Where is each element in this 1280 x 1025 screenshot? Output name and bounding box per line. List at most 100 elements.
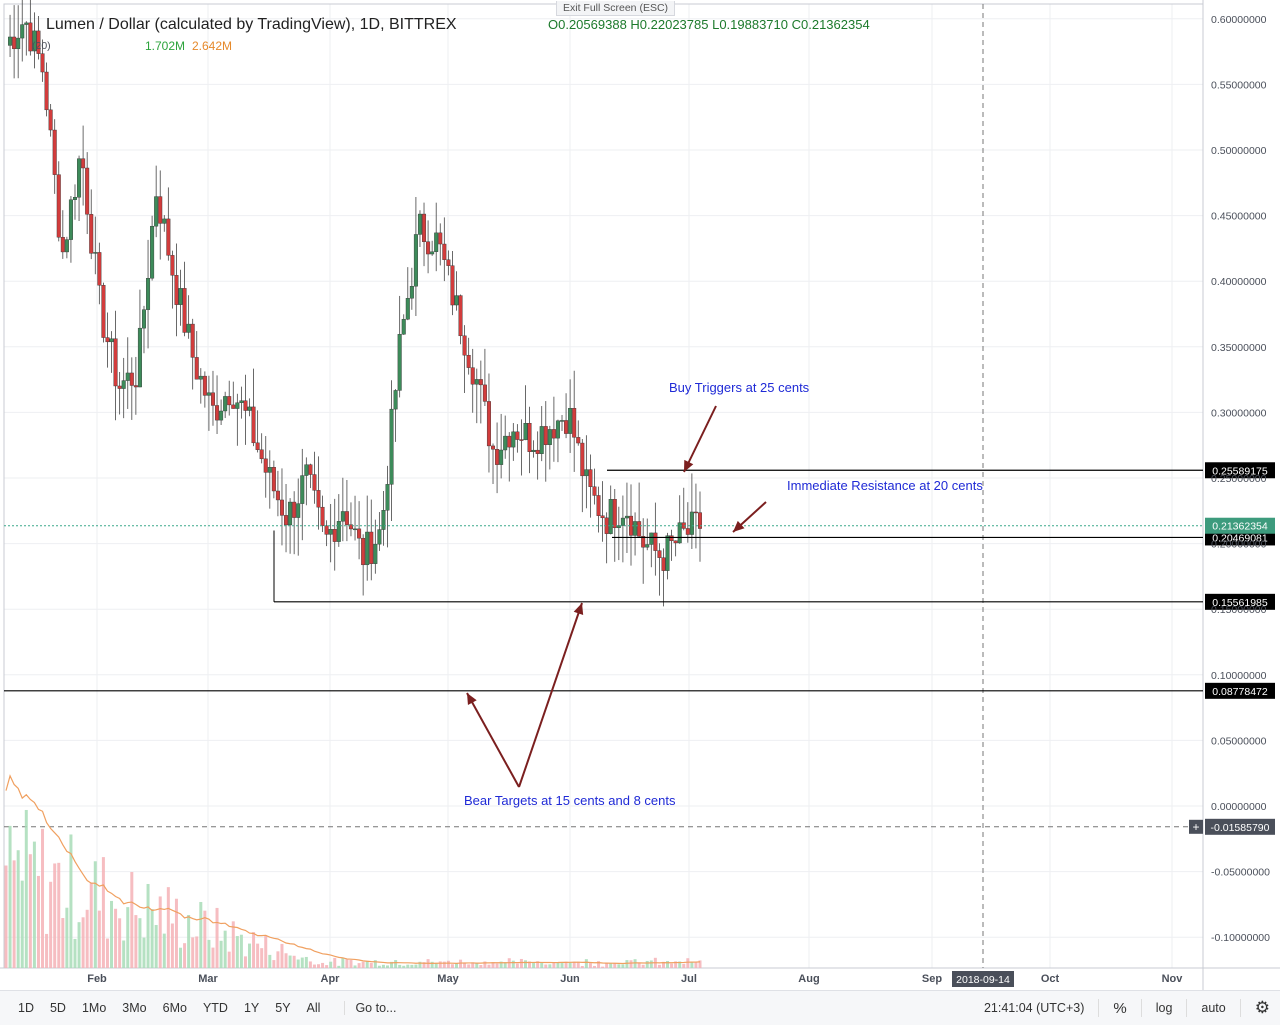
volume-bar <box>28 854 32 968</box>
volume-bar <box>633 959 637 968</box>
timeframe-3mo[interactable]: 3Mo <box>122 1001 147 1015</box>
y-tick-label: 0.25000000 <box>1211 473 1267 485</box>
candle-up <box>434 232 439 252</box>
candle-down <box>324 525 329 535</box>
x-tick-label: Apr <box>321 973 341 985</box>
volume-bar <box>430 961 434 968</box>
goto-button[interactable]: Go to... <box>344 1001 406 1015</box>
volume-bar <box>146 883 150 968</box>
timeframe-5y[interactable]: 5Y <box>275 1001 291 1015</box>
volume-bar <box>317 964 321 968</box>
volume-bar <box>601 966 605 968</box>
candle-up <box>125 372 130 381</box>
plot-border <box>3 3 1204 969</box>
volume-bar <box>657 964 661 968</box>
volume-bar <box>166 887 170 968</box>
volume-bar <box>568 962 572 968</box>
candle-up <box>206 392 211 396</box>
candle-up <box>121 380 126 389</box>
crosshair-plus-button <box>1189 819 1203 834</box>
timeframe-ytd[interactable]: YTD <box>202 1001 228 1015</box>
timeframe-all[interactable]: All <box>306 1001 321 1015</box>
candle-up <box>385 484 390 511</box>
x-tick-label: Nov <box>1162 973 1184 985</box>
candle-up <box>430 251 435 255</box>
log-toggle[interactable]: log <box>1155 1001 1173 1015</box>
candle-down <box>251 406 256 444</box>
candle-up <box>373 543 378 564</box>
volume-bar <box>312 964 316 968</box>
volume-bar <box>292 955 296 968</box>
volume-bar <box>597 961 601 968</box>
candle-up <box>568 408 573 434</box>
grid-layer <box>0 0 1280 990</box>
volume-bar <box>183 943 187 968</box>
candle-down <box>669 535 674 541</box>
y-tick-label: 0.50000000 <box>1211 145 1267 157</box>
candle-down <box>259 449 264 460</box>
volume-bar <box>110 900 114 968</box>
volume-bar <box>138 918 142 968</box>
candle-down <box>564 420 569 434</box>
candle-down <box>685 528 690 535</box>
timeframe-5d[interactable]: 5D <box>49 1001 66 1015</box>
volume-bar <box>564 961 568 968</box>
settings-gear-icon[interactable]: ⚙ <box>1254 998 1270 1017</box>
candle-up <box>665 535 670 571</box>
volume-bar <box>410 964 414 968</box>
volume-bar <box>296 959 300 968</box>
candle-down <box>519 439 524 441</box>
candle-up <box>401 318 406 335</box>
volume-bar <box>8 825 12 968</box>
volume-bar <box>53 863 57 968</box>
percent-toggle[interactable]: % <box>1113 999 1127 1017</box>
timeframe-1y[interactable]: 1Y <box>243 1001 260 1015</box>
timeframe-1d[interactable]: 1D <box>18 1001 34 1015</box>
volume-bar <box>446 960 450 968</box>
y-tick-label: 0.60000000 <box>1211 14 1267 26</box>
timeframe-6mo[interactable]: 6Mo <box>162 1001 187 1015</box>
volume-bar <box>12 860 16 968</box>
volume-bar <box>609 962 613 968</box>
candle-down <box>133 385 138 388</box>
volume-bar <box>122 940 126 968</box>
level-price-label: 0.20469081 <box>1212 532 1268 544</box>
exit-fullscreen-button[interactable]: Exit Full Screen (ESC) <box>556 1 676 16</box>
volume-bar <box>698 960 702 968</box>
candle-down <box>450 265 455 306</box>
volume-bar <box>536 961 540 968</box>
candle-up <box>474 379 479 385</box>
timeframe-1mo[interactable]: 1Mo <box>81 1001 107 1015</box>
candle-down <box>495 449 500 465</box>
volume-bar <box>402 965 406 968</box>
volume-bar <box>211 947 215 968</box>
arrowhead-icon <box>573 603 584 616</box>
candle-down <box>129 372 134 386</box>
volume-bar <box>617 964 621 968</box>
candle-down <box>117 385 122 389</box>
candle-up <box>413 234 418 287</box>
volume-bar <box>81 917 85 968</box>
candle-up <box>68 199 73 240</box>
y-tick-label: 0.45000000 <box>1211 211 1267 223</box>
bottom-toolbar: 1D 5D 1Mo 3Mo 6Mo YTD 1Y 5Y All Go to...… <box>0 990 1280 1025</box>
volume-bar <box>260 948 264 968</box>
candle-up <box>389 408 394 485</box>
candle-up <box>499 449 504 465</box>
auto-toggle[interactable]: auto <box>1201 1001 1226 1015</box>
volume-bar <box>329 961 333 968</box>
volume-bar <box>491 962 495 968</box>
y-tick-label: 0.05000000 <box>1211 735 1267 747</box>
candle-down <box>673 540 678 544</box>
volume-bar <box>385 965 389 968</box>
crosshair-date-label: 2018-09-14 <box>956 974 1010 986</box>
volume-bar <box>162 933 166 968</box>
candle-down <box>637 521 642 537</box>
volume-bar <box>89 882 93 968</box>
candle-up <box>454 295 459 306</box>
volume-bar <box>41 828 45 968</box>
candle-down <box>527 423 532 452</box>
volume-bar <box>422 962 426 968</box>
candle-down <box>12 36 17 50</box>
